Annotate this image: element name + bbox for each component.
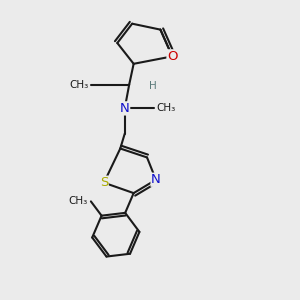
Text: N: N	[120, 102, 130, 115]
Text: N: N	[151, 173, 161, 186]
Text: H: H	[149, 81, 157, 91]
Text: S: S	[100, 176, 108, 189]
Text: O: O	[167, 50, 178, 63]
Text: CH₃: CH₃	[69, 196, 88, 206]
Text: CH₃: CH₃	[70, 80, 89, 90]
Text: CH₃: CH₃	[156, 103, 175, 113]
